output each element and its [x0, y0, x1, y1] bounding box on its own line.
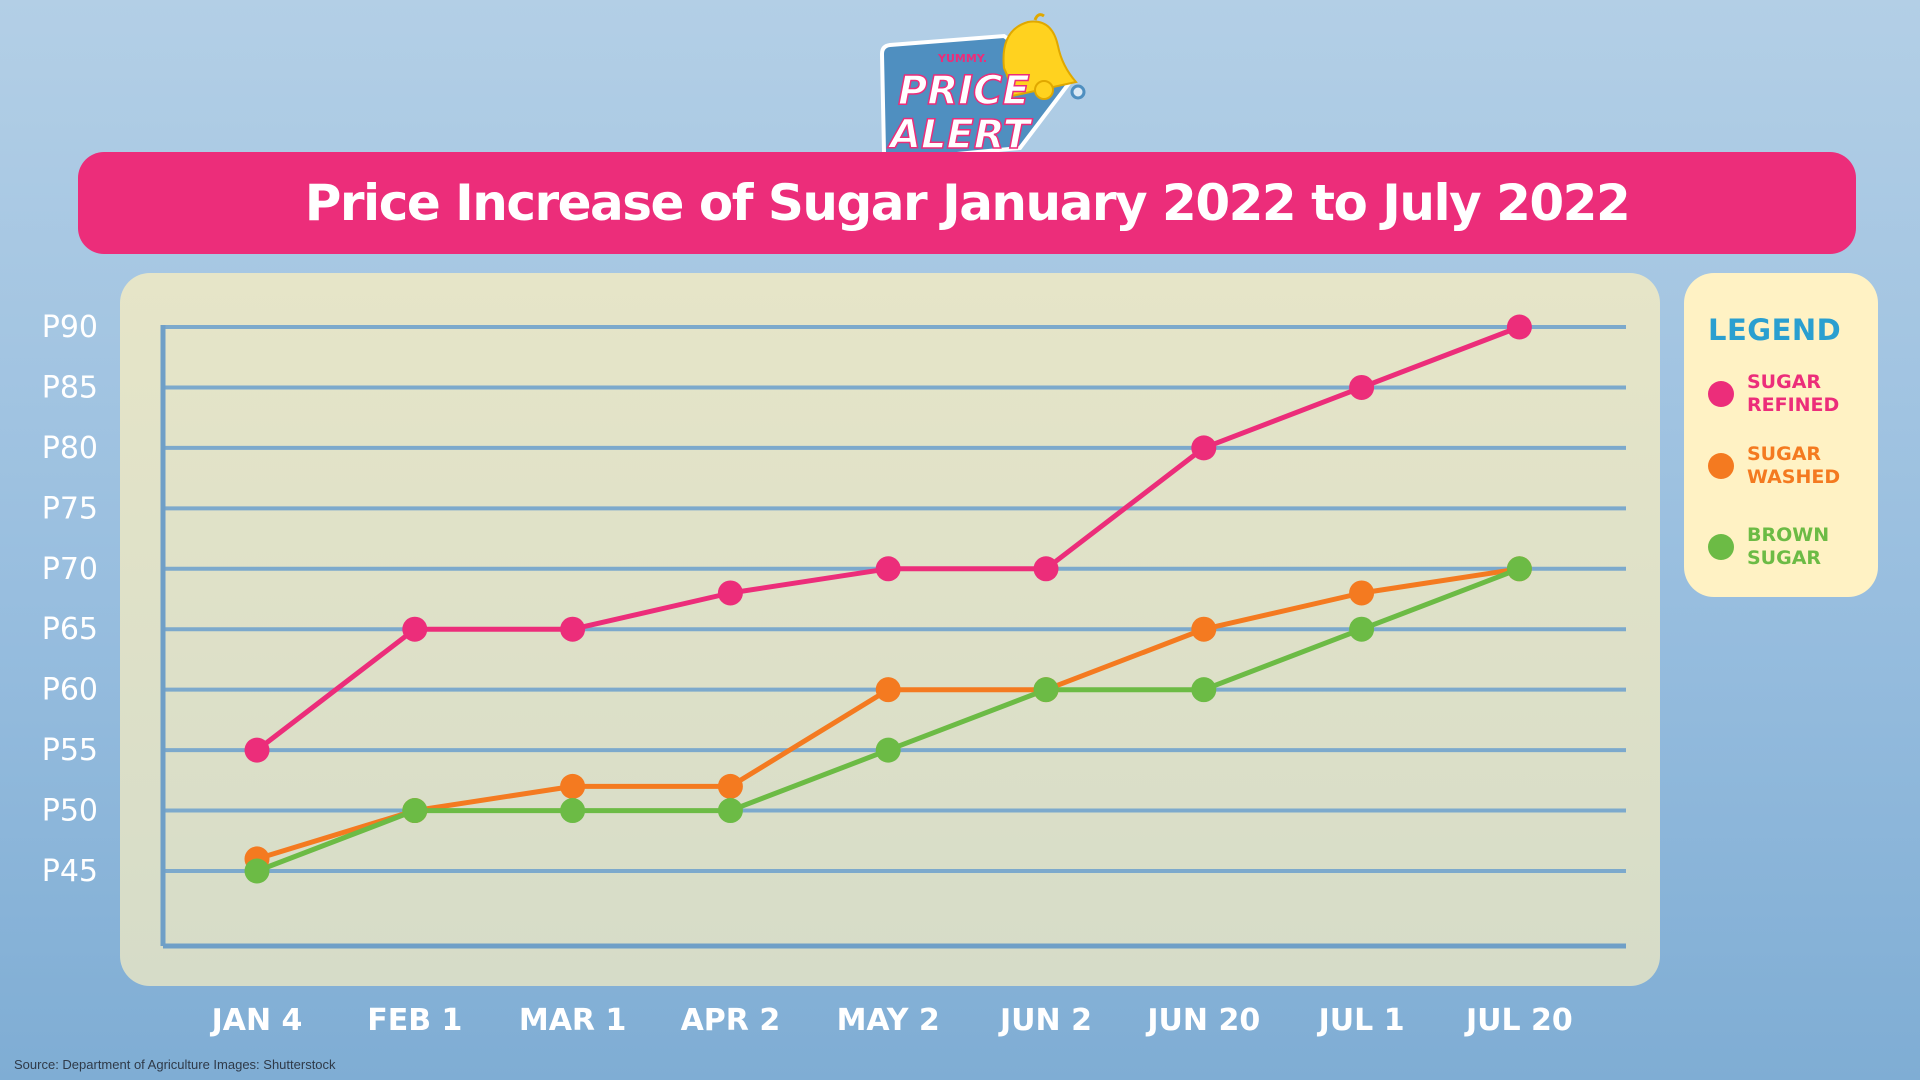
y-tick-label: P55	[42, 733, 98, 768]
source-note: Source: Department of Agriculture Images…	[14, 1057, 336, 1072]
data-point	[1033, 677, 1059, 703]
data-point	[560, 616, 586, 642]
x-tick-label: APR 2	[681, 1003, 781, 1038]
x-tick-label: MAY 2	[837, 1003, 940, 1038]
legend-label-line2: REFINED	[1747, 394, 1840, 416]
series-points	[244, 314, 1532, 884]
x-tick-label: JUN 20	[1145, 1003, 1260, 1038]
chart-title: Price Increase of Sugar January 2022 to …	[304, 174, 1631, 232]
data-point	[875, 737, 901, 763]
data-point	[560, 798, 586, 824]
y-tick-label: P60	[42, 673, 98, 708]
series-line	[256, 566, 1521, 874]
data-point	[717, 773, 743, 799]
legend-label-line1: SUGAR	[1747, 371, 1822, 393]
legend-title: LEGEND	[1708, 313, 1842, 347]
data-point	[402, 616, 428, 642]
data-point	[560, 773, 586, 799]
tag-hole	[1070, 84, 1086, 100]
legend-item-sugar-refined: SUGAR REFINED	[1708, 371, 1865, 417]
logo-brand: YUMMY.	[937, 52, 987, 65]
price-alert-logo: YUMMY. PRICE ALERT	[872, 10, 1102, 163]
data-point	[1349, 580, 1375, 606]
axes	[160, 325, 1626, 949]
data-point	[717, 580, 743, 606]
data-point	[402, 798, 428, 824]
legend-label-sugar-refined: SUGAR REFINED	[1747, 371, 1865, 417]
data-point	[1506, 556, 1532, 582]
data-point	[1033, 556, 1059, 582]
data-point	[1191, 677, 1217, 703]
series-line	[256, 566, 1520, 862]
data-point	[1506, 314, 1532, 340]
legend-label-sugar-washed: SUGAR WASHED	[1747, 443, 1865, 489]
y-tick-label: P70	[42, 552, 98, 587]
series-lines	[255, 324, 1521, 874]
legend-marker-sugar-washed	[1708, 453, 1734, 479]
legend: LEGEND SUGAR REFINED SUGAR WASHED BROWN …	[1684, 273, 1878, 597]
data-point	[717, 798, 743, 824]
legend-label-line1: SUGAR	[1747, 443, 1822, 465]
bell-icon	[1002, 13, 1078, 100]
y-tick-label: P75	[42, 491, 98, 526]
legend-marker-sugar-refined	[1708, 381, 1734, 407]
legend-marker-brown-sugar	[1708, 534, 1734, 560]
legend-item-sugar-washed: SUGAR WASHED	[1708, 443, 1865, 489]
price-tag-icon: YUMMY. PRICE ALERT	[879, 13, 1086, 163]
y-tick-label: P50	[42, 794, 98, 829]
y-tick-label: P90	[42, 310, 98, 345]
data-point	[1191, 616, 1217, 642]
legend-item-brown-sugar: BROWN SUGAR	[1708, 524, 1865, 570]
x-tick-label: JUN 2	[998, 1003, 1092, 1038]
data-point	[875, 556, 901, 582]
data-point	[1349, 616, 1375, 642]
data-point	[1349, 374, 1375, 400]
x-tick-labels: JAN 4 FEB 1 MAR 1 APR 2 MAY 2 JUN 2 JUN 20 JUL …	[210, 1003, 1573, 1038]
legend-label-brown-sugar: BROWN SUGAR	[1747, 524, 1865, 570]
data-point	[244, 737, 270, 763]
x-tick-label: FEB 1	[367, 1003, 462, 1038]
y-tick-label: P80	[42, 431, 98, 466]
x-tick-label: JUL 20	[1464, 1003, 1573, 1038]
data-point	[244, 858, 270, 884]
legend-label-line1: BROWN	[1747, 524, 1830, 546]
logo-line2: ALERT	[887, 112, 1033, 158]
data-point	[875, 677, 901, 703]
y-tick-labels: P90 P85 P80 P75 P70 P65 P60 P55 P50 P45	[42, 310, 98, 889]
legend-label-line2: WASHED	[1747, 466, 1841, 488]
y-tick-label: P65	[42, 612, 98, 647]
legend-label-line2: SUGAR	[1747, 547, 1822, 569]
grid-lines	[163, 325, 1626, 873]
title-banner: Price Increase of Sugar January 2022 to …	[78, 152, 1856, 254]
data-point	[1191, 435, 1217, 461]
x-tick-label: MAR 1	[519, 1003, 627, 1038]
y-tick-label: P45	[42, 854, 98, 889]
y-tick-label: P85	[42, 370, 98, 405]
logo-line1: PRICE	[898, 68, 1030, 114]
x-tick-label: JUL 1	[1317, 1003, 1405, 1038]
x-tick-label: JAN 4	[210, 1003, 303, 1038]
